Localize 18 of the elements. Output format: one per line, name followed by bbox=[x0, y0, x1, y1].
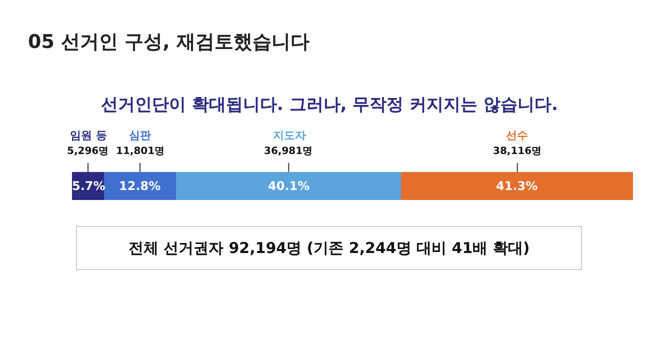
text: 임원 등 bbox=[70, 129, 107, 142]
text: 지도자 bbox=[272, 129, 306, 142]
text: 38,116명 bbox=[493, 146, 542, 157]
text: 심판 bbox=[129, 129, 151, 142]
bar bbox=[176, 172, 401, 200]
bar bbox=[401, 172, 633, 200]
data-label: 41.3% bbox=[496, 179, 538, 193]
data-label: 5.7% bbox=[72, 179, 106, 193]
text: 11,801명 bbox=[116, 146, 165, 157]
data-label: 40.1% bbox=[268, 179, 310, 193]
text: 36,981명 bbox=[264, 146, 313, 157]
data-label: 12.8% bbox=[119, 179, 161, 193]
chart-subtitle: 선거인단이 확대됩니다. 그러나, 무작정 커지지는 않습니다. bbox=[101, 95, 558, 115]
chart-title: 05 선거인 구성, 재검토했습니다 bbox=[28, 31, 310, 53]
text: 선수 bbox=[506, 129, 528, 142]
text: 전체 선거권자 92,194명 (기존 2,244명 대비 41배 확대) bbox=[128, 239, 530, 257]
bar bbox=[104, 172, 176, 200]
text: 5,296명 bbox=[67, 146, 109, 157]
